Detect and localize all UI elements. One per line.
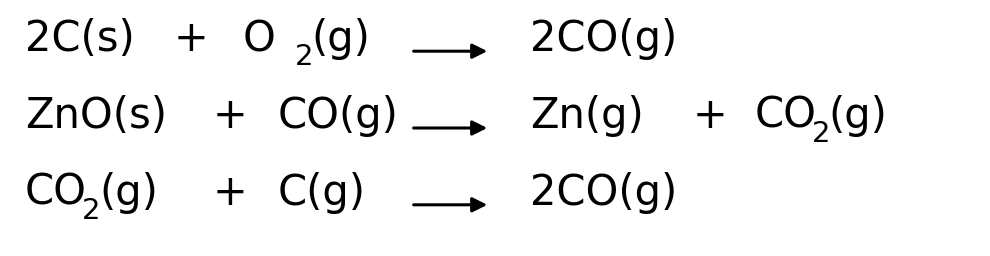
Text: CO: CO — [25, 172, 87, 214]
Text: 2CO(g): 2CO(g) — [530, 18, 677, 60]
Text: CO: CO — [754, 95, 817, 137]
Text: 2: 2 — [82, 197, 101, 225]
Text: (g): (g) — [829, 95, 887, 137]
Text: 2: 2 — [295, 43, 314, 71]
Text: ZnO(s): ZnO(s) — [25, 95, 166, 137]
Text: O: O — [243, 18, 275, 60]
Text: (g): (g) — [99, 172, 157, 214]
Text: 2: 2 — [812, 120, 831, 148]
Text: (g): (g) — [312, 18, 370, 60]
Text: 2CO(g): 2CO(g) — [530, 172, 677, 214]
Text: +: + — [213, 172, 248, 214]
Text: +: + — [693, 95, 728, 137]
Text: +: + — [173, 18, 208, 60]
Text: Zn(g): Zn(g) — [530, 95, 644, 137]
Text: 2C(s): 2C(s) — [25, 18, 135, 60]
Text: C(g): C(g) — [277, 172, 365, 214]
Text: +: + — [213, 95, 248, 137]
Text: CO(g): CO(g) — [277, 95, 398, 137]
